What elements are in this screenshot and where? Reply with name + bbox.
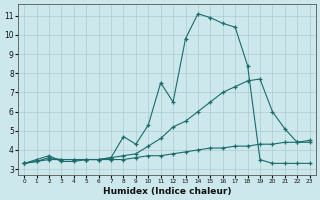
X-axis label: Humidex (Indice chaleur): Humidex (Indice chaleur): [103, 187, 231, 196]
